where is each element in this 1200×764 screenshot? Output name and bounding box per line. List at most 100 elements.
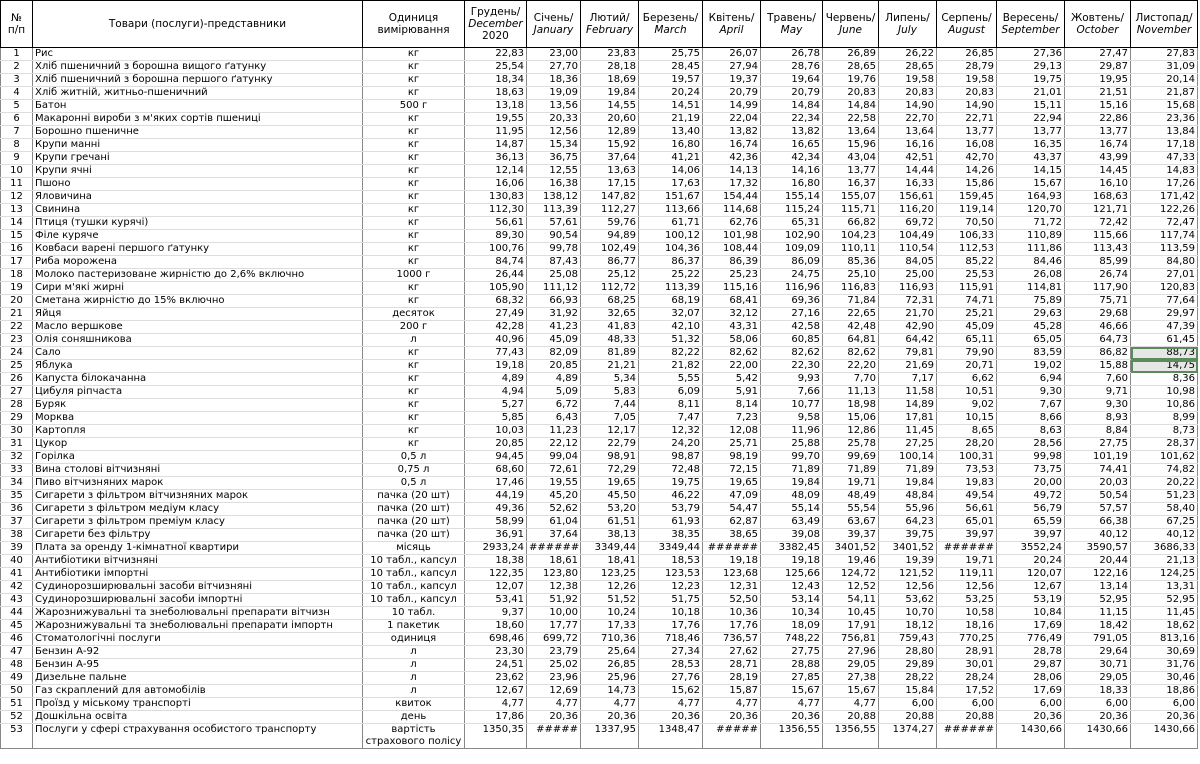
price: 113,59: [1130, 242, 1198, 256]
price: 17,46: [464, 476, 527, 490]
unit: кг: [362, 203, 465, 217]
unit: кг: [362, 359, 465, 373]
price: 13,56: [526, 99, 581, 113]
price: 12,67: [996, 580, 1065, 594]
item-name: Масло вершкове: [32, 320, 363, 334]
price: 98,19: [702, 450, 761, 464]
price: 104,49: [878, 229, 937, 243]
unit: 0,5 л: [362, 476, 465, 490]
item-name: Філе куряче: [32, 229, 363, 243]
price: 39,97: [936, 528, 997, 542]
row-number: 37: [0, 515, 33, 529]
price: 18,33: [1064, 684, 1131, 698]
item-name: Крупи ячні: [32, 164, 363, 178]
item-name: Жарознижувальні та знеболювальні препара…: [32, 606, 363, 620]
price: 26,89: [822, 47, 879, 61]
price: 11,23: [526, 424, 581, 438]
header-line: 2020: [482, 30, 509, 42]
price: 17,69: [996, 684, 1065, 698]
price: 20,22: [1130, 476, 1198, 490]
item-name: Цибуля ріпчаста: [32, 385, 363, 399]
column-header: Жовтень/October: [1064, 0, 1131, 48]
price: 112,27: [580, 203, 639, 217]
price: 171,42: [1130, 190, 1198, 204]
price: 20,60: [580, 112, 639, 126]
price: 99,70: [760, 450, 823, 464]
price: 154,44: [702, 190, 761, 204]
price: 28,76: [760, 60, 823, 74]
price: 2933,24: [464, 541, 527, 555]
price: 75,89: [996, 294, 1065, 308]
price: 43,99: [1064, 151, 1131, 165]
header-line: Травень/: [767, 12, 816, 24]
item-name: Антибіотики імпортні: [32, 567, 363, 581]
price: 7,17: [878, 372, 937, 386]
row-number: 18: [0, 268, 33, 282]
price: 15,87: [702, 684, 761, 698]
price: 699,72: [526, 632, 581, 646]
price: 18,38: [464, 554, 527, 568]
price: 25,23: [702, 268, 761, 282]
price: 8,11: [638, 398, 703, 412]
price: 29,87: [1064, 60, 1131, 74]
unit: кг: [362, 398, 465, 412]
row-number: 39: [0, 541, 33, 555]
price: 56,61: [936, 502, 997, 516]
price: 28,65: [878, 60, 937, 74]
price: 28,65: [822, 60, 879, 74]
price: 111,86: [996, 242, 1065, 256]
price: 122,16: [1064, 567, 1131, 581]
price: 61,45: [1130, 333, 1198, 347]
price: 15,68: [1130, 99, 1198, 113]
price: 27,36: [996, 47, 1065, 61]
price: 18,61: [526, 554, 581, 568]
price: 85,22: [936, 255, 997, 269]
price: 17,91: [822, 619, 879, 633]
price: 116,93: [878, 281, 937, 295]
price: 21,87: [1130, 86, 1198, 100]
price: 11,58: [878, 385, 937, 399]
item-name: Цукор: [32, 437, 363, 451]
unit: л: [362, 333, 465, 347]
column-header: Квітень/April: [702, 0, 761, 48]
price: 14,44: [878, 164, 937, 178]
price: 110,54: [878, 242, 937, 256]
price: 12,69: [526, 684, 581, 698]
price: 61,71: [638, 216, 703, 230]
unit: кг: [362, 437, 465, 451]
table-row: 1 Рис кг 22,83 23,00 23,83 25,75 26,07 26,78 26,8…: [0, 47, 1198, 61]
row-number: 32: [0, 450, 33, 464]
price: 5,91: [702, 385, 761, 399]
row-number: 48: [0, 658, 33, 672]
item-name: Хліб пшеничний з борошна вищого ґатунку: [32, 60, 363, 74]
price: 5,09: [526, 385, 581, 399]
price: 16,35: [996, 138, 1065, 152]
price: 47,39: [1130, 320, 1198, 334]
price: 73,53: [936, 463, 997, 477]
row-number: 10: [0, 164, 33, 178]
price: 52,95: [1130, 593, 1198, 607]
price: 88,73: [1130, 346, 1198, 360]
price: 12,86: [822, 424, 879, 438]
header-line: Одиниця: [388, 12, 439, 24]
price: 12,38: [526, 580, 581, 594]
unit: кг: [362, 255, 465, 269]
price: 16,33: [878, 177, 937, 191]
unit: 10 табл., капсул: [362, 567, 465, 581]
item-name: Послуги у сфері страхування особистого т…: [32, 723, 363, 749]
price: 6,00: [936, 697, 997, 711]
price: 119,14: [936, 203, 997, 217]
row-number: 14: [0, 216, 33, 230]
price: 58,40: [1130, 502, 1198, 516]
price: 64,81: [822, 333, 879, 347]
header-line: November: [1136, 24, 1192, 36]
price: 14,75: [1130, 359, 1198, 373]
unit: кг: [362, 138, 465, 152]
price: 27,49: [464, 307, 527, 321]
price: 14,45: [1064, 164, 1131, 178]
price: 123,68: [702, 567, 761, 581]
price: 20,33: [526, 112, 581, 126]
price: 28,80: [878, 645, 937, 659]
price: 10,77: [760, 398, 823, 412]
price: 29,63: [996, 307, 1065, 321]
